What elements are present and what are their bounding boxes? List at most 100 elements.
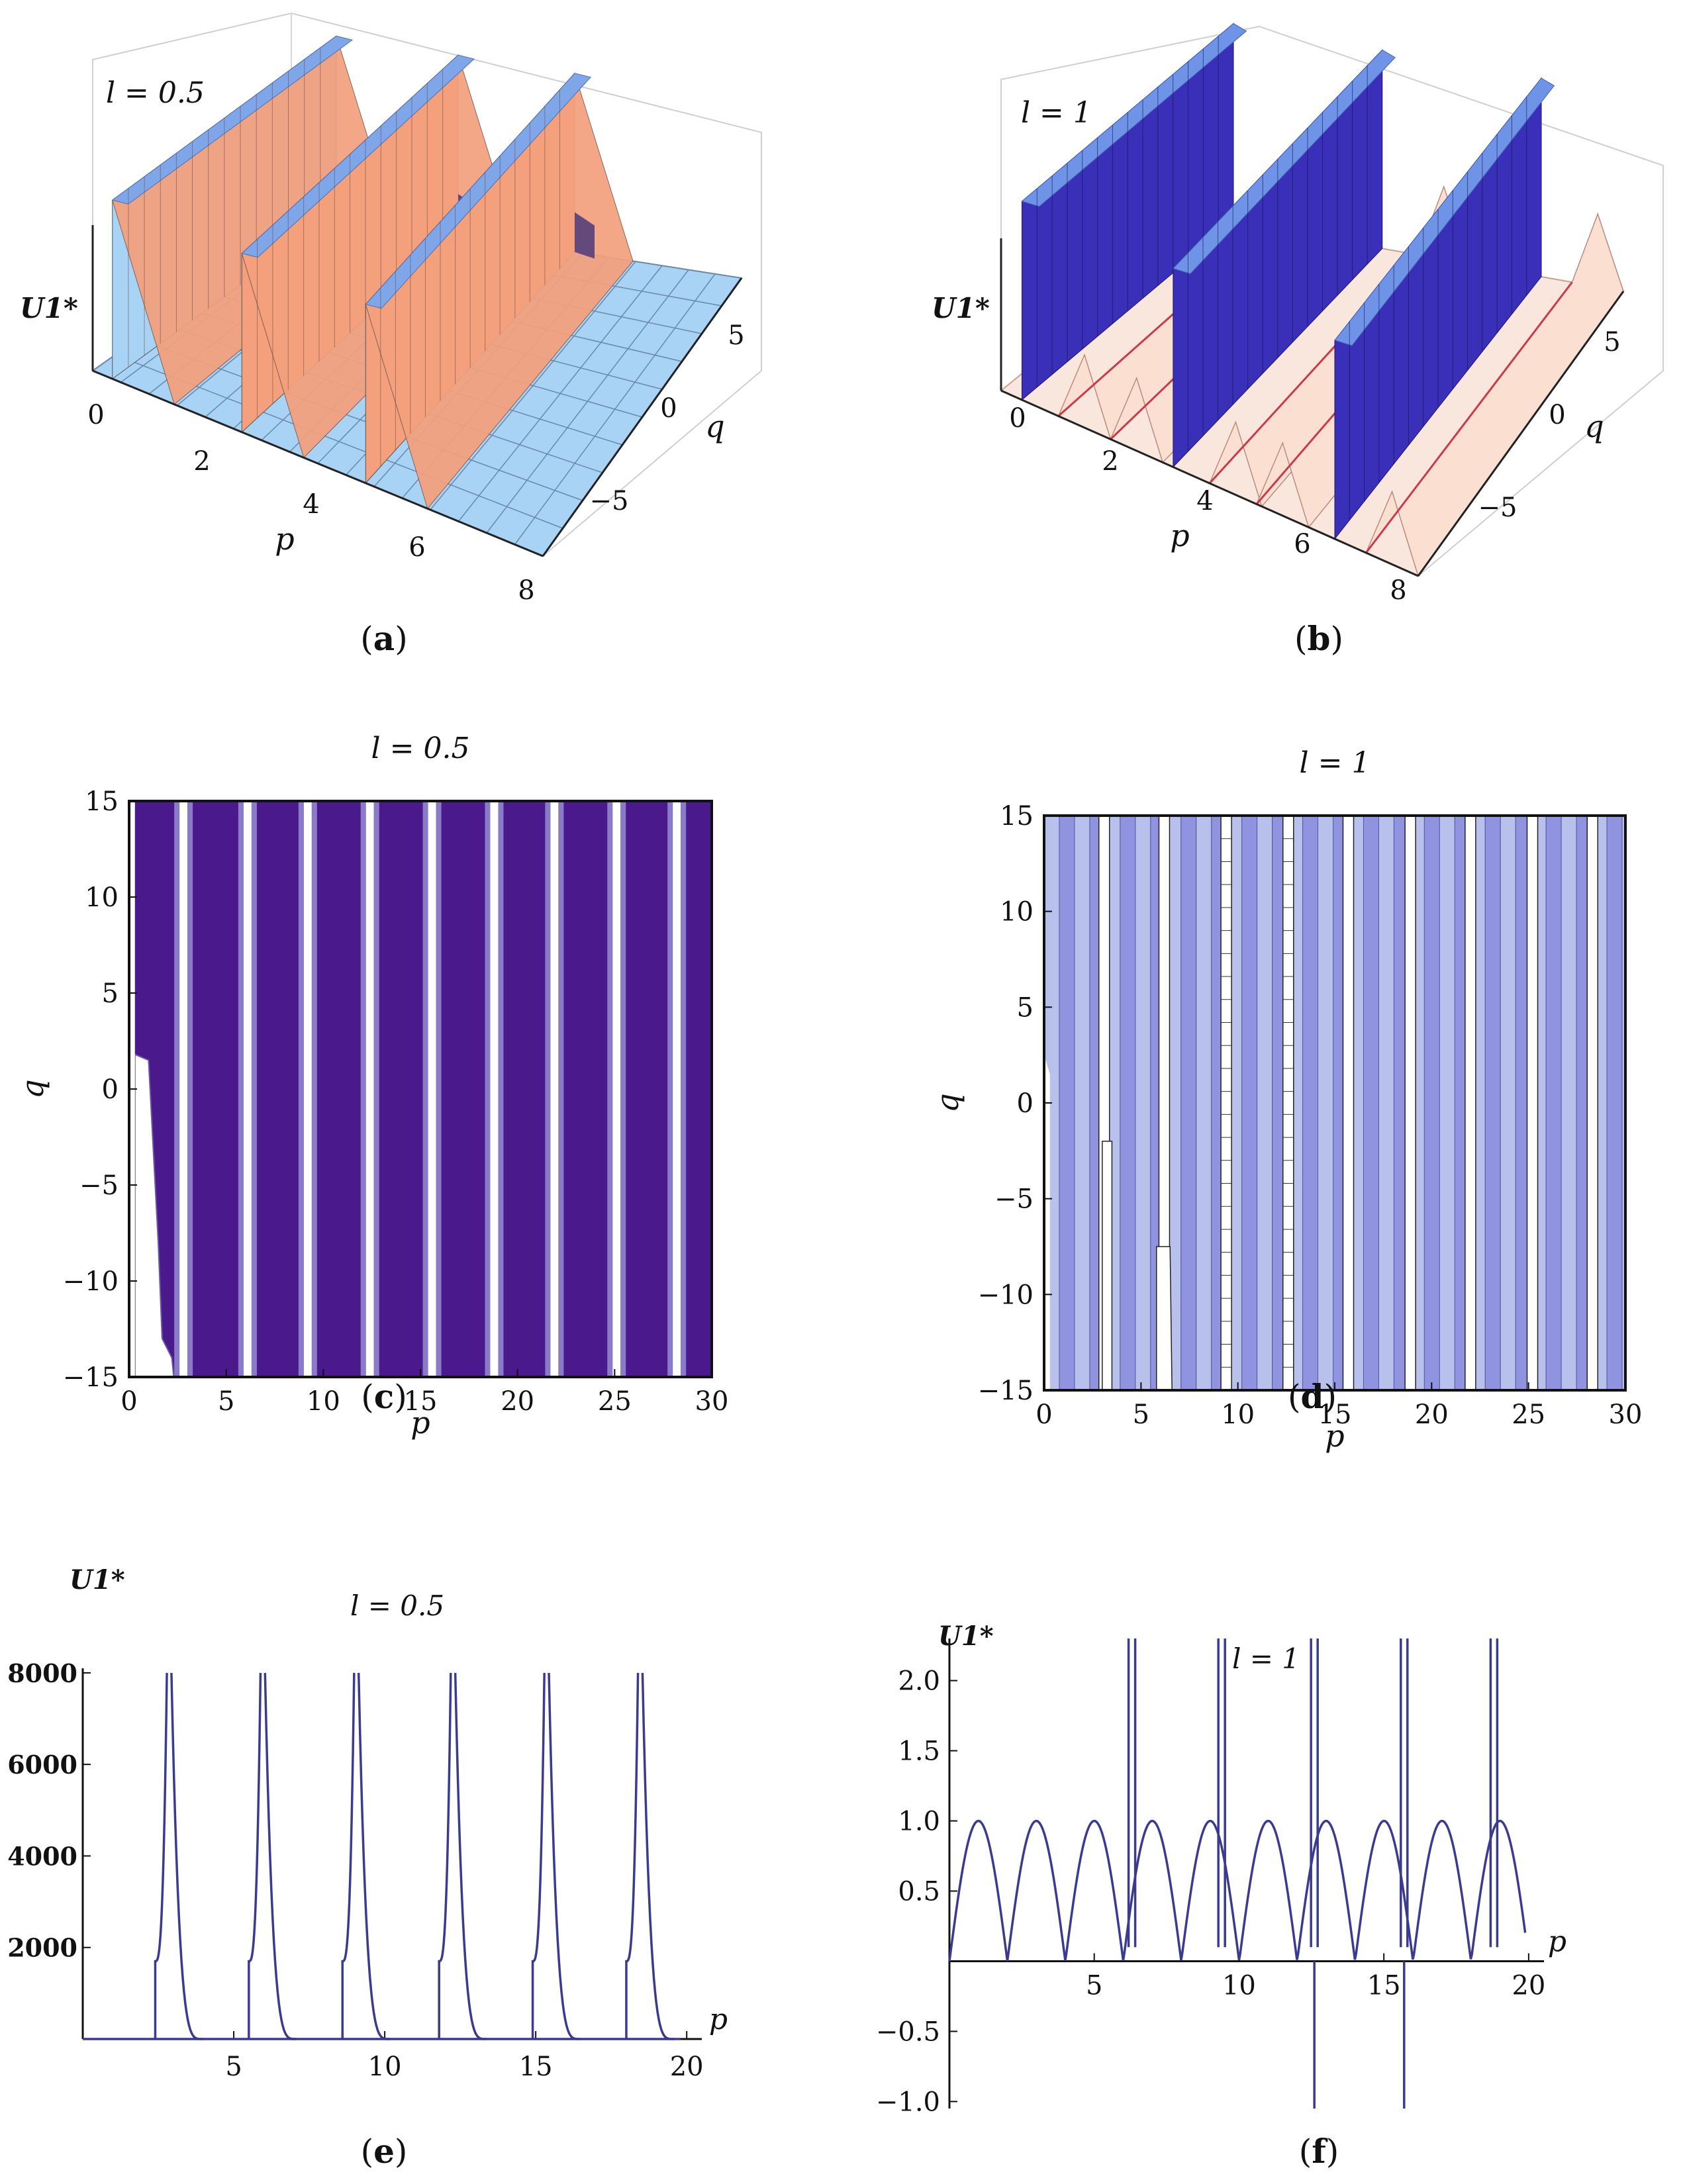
plot-title: l = 1 — [1232, 1642, 1300, 1675]
x-tick-label: 30 — [1609, 1400, 1643, 1430]
y-tick-label: 1.5 — [898, 1736, 940, 1767]
contour-gap — [1220, 815, 1232, 1391]
contour-gap — [490, 801, 499, 1377]
contour-band — [1180, 815, 1197, 1391]
contour-edge — [545, 801, 551, 1377]
axis-label-y: U1* — [938, 1621, 994, 1652]
x-tick-label: 15 — [519, 2052, 553, 2082]
contour-band — [1257, 815, 1273, 1391]
tick-q: 5 — [728, 320, 744, 351]
ripple-edge — [1365, 281, 1573, 553]
contour-band — [1439, 815, 1455, 1391]
tick-p: 6 — [409, 532, 425, 563]
contour-band — [1484, 815, 1501, 1391]
contour-band — [1378, 815, 1394, 1391]
spike — [625, 1672, 640, 2039]
q-axis — [542, 277, 743, 557]
contour-edge — [607, 801, 613, 1377]
contour-edge — [311, 801, 317, 1377]
axis-label-y: U1* — [70, 1564, 125, 1595]
contour-band — [1135, 815, 1151, 1391]
spike — [341, 1672, 356, 2039]
y-tick-label: −10 — [63, 1266, 119, 1297]
contour-plot-d: l = 1 0 5 10 15 20 25 30 15 10 5 0 −5 −10 −15 p q — [930, 746, 1642, 1454]
spike-decay — [641, 1672, 674, 2040]
x-tick-label: 20 — [1512, 1970, 1545, 2001]
y-tick-label: 8000 — [7, 1658, 77, 1688]
y-tick-label: 4000 — [7, 1841, 77, 1871]
contour-region — [1155, 1246, 1173, 1391]
x-tick-label: 15 — [404, 1386, 438, 1417]
y-tick-label: −1.0 — [876, 2087, 940, 2117]
y-tick-label: −0.5 — [876, 2017, 940, 2047]
tick-q: −5 — [590, 486, 629, 516]
sheet-top — [365, 73, 591, 309]
x-tick-label: 15 — [1367, 1970, 1401, 2001]
sheet-top — [1021, 23, 1247, 207]
contour-gap — [303, 801, 312, 1377]
contour-band — [1500, 815, 1516, 1391]
surface-plot-b: 0 2 4 6 8 5 0 −5 p q U1* l = 1 — [932, 23, 1664, 606]
spike — [531, 1672, 546, 2039]
caption-e: (e) — [360, 2132, 408, 2171]
contour-band — [1561, 815, 1577, 1391]
caption-a: (a) — [360, 619, 408, 658]
contour-band — [1423, 815, 1440, 1391]
contour-edge — [360, 801, 366, 1377]
surface-plot-a: 0 2 4 6 8 5 0 −5 p q U1* l = 0.5 — [20, 12, 762, 606]
contour-fill — [1043, 815, 1626, 1391]
contour-edge — [485, 801, 491, 1377]
plot-title-a: l = 0.5 — [106, 76, 205, 110]
contour-gap — [1465, 815, 1476, 1391]
x-tick-label: 5 — [218, 1386, 234, 1417]
sheets — [111, 35, 634, 510]
contour-edge — [422, 801, 428, 1377]
panel-c: l = 0.5 0 5 10 15 20 25 30 15 10 5 0 −5 −10 −15 p q (c) — [0, 715, 842, 1441]
sheet — [1334, 77, 1555, 540]
contour-gap — [1526, 815, 1539, 1391]
contour-edge — [238, 801, 244, 1377]
x-tick-label: 0 — [120, 1386, 137, 1417]
y-tick-label: −15 — [63, 1362, 119, 1393]
panel-d: l = 1 0 5 10 15 20 25 30 15 10 5 0 −5 −10 −15 p q (d) — [842, 715, 1685, 1454]
y-tick-label: 10 — [1000, 897, 1034, 927]
contour-band — [1545, 815, 1562, 1391]
y-tick-label: 2.0 — [898, 1666, 940, 1697]
y-tick-label: 15 — [85, 786, 119, 817]
plot-title: l = 1 — [1300, 746, 1371, 780]
contour-band — [1302, 815, 1319, 1391]
axis-label-x: p — [1325, 1418, 1344, 1454]
y-tick-label: 0.5 — [898, 1876, 940, 1907]
axis-label-x: p — [709, 2003, 728, 2036]
caption-d: (d) — [1288, 1377, 1337, 1416]
axis-label-q: q — [1584, 408, 1604, 444]
tick-q: 5 — [1604, 327, 1620, 357]
contour-edge — [558, 801, 564, 1377]
line-plot-f: l = 1 U1* 5 10 15 20 2.0 1.5 1.0 0.5 −0.5 −1.0 p — [876, 1621, 1566, 2117]
sheet — [365, 72, 634, 510]
tick-q: 0 — [660, 393, 677, 424]
p-axis — [1000, 389, 1419, 577]
contour-edge — [681, 801, 687, 1377]
y-tick-label: 1.0 — [898, 1807, 940, 1837]
p-axis — [92, 369, 544, 557]
tick-p: 0 — [87, 400, 104, 430]
q-ticks: 5 0 −5 — [1478, 327, 1621, 523]
contour-gap — [1282, 815, 1294, 1391]
y-tick-label: −5 — [994, 1184, 1034, 1215]
sheet — [1172, 49, 1396, 468]
contour-band — [1318, 815, 1334, 1391]
contour-edge — [667, 801, 673, 1377]
plot-title-b: l = 1 — [1021, 96, 1092, 130]
spike-decay — [454, 1672, 487, 2040]
x-tick-label: 20 — [1415, 1400, 1449, 1430]
tick-p: 0 — [1009, 403, 1026, 434]
contour-band — [1074, 815, 1090, 1391]
x-tick-label: 10 — [1222, 1970, 1256, 2001]
contour-edge — [498, 801, 504, 1377]
contour-gap — [243, 801, 252, 1377]
sheet — [241, 54, 517, 459]
sheets — [1021, 23, 1624, 577]
axis-label-x: p — [410, 1405, 430, 1441]
contour-gap — [1586, 815, 1598, 1391]
